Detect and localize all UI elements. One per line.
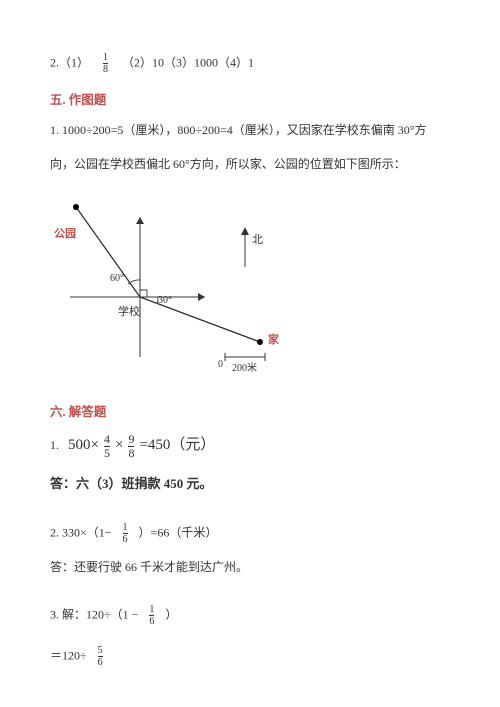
q2-frac: 1 6	[123, 522, 128, 545]
s5-problem-line1: 1. 1000÷200=5（厘米），800÷200=4（厘米），又因家在学校东偏…	[50, 120, 450, 142]
q1-answer: 答：六（3）班捐款 450 元。	[50, 472, 450, 495]
q2-answer: 答：还要行驶 66 千米才能到达广州。	[50, 557, 450, 579]
section6-title: 六. 解答题	[50, 401, 450, 420]
item2-prefix: 2.（1）	[50, 55, 89, 69]
q3-line2: ＝120÷ 5 6	[50, 645, 450, 668]
q3-frac1: 1 6	[149, 604, 154, 627]
label-scale-val: 200米	[232, 359, 257, 374]
item2-frac1: 1 8	[103, 52, 108, 75]
q1-label: 1.	[50, 438, 59, 452]
q2-expr: 2. 330×（1− 1 6 ）=66（千米）	[50, 522, 450, 545]
label-angle30: 30°	[158, 295, 172, 306]
section5-title: 五. 作图题	[50, 89, 450, 108]
q3-line2-prefix: ＝120÷	[50, 648, 87, 662]
q2-prefix: 2. 330×（1−	[50, 525, 112, 539]
label-school: 学校	[118, 303, 140, 319]
q3-frac2: 5 6	[98, 645, 103, 668]
label-scale-zero: 0	[218, 359, 223, 370]
q2-suffix: ）=66（千米）	[139, 525, 218, 539]
q3-prefix: 3. 解：120÷（1 −	[50, 607, 138, 621]
label-home: 家	[268, 331, 279, 347]
label-park: 公园	[54, 225, 76, 241]
q3-line1: 3. 解：120÷（1 − 1 6 ）	[50, 604, 450, 627]
q1-expr: 1. 500× 4 5 × 9 8 =450（元）	[50, 432, 450, 460]
q1-500: 500×	[68, 437, 99, 453]
item2-rest: （2）10（3）1000（4）1	[122, 55, 254, 69]
item-2-line: 2.（1） 1 8 （2）10（3）1000（4）1	[50, 52, 450, 75]
q1-frac2: 9 8	[128, 433, 134, 460]
q1-frac1: 4 5	[104, 433, 110, 460]
direction-figure: 公园 家 学校 北 60° 30° 0 200米	[50, 187, 310, 387]
label-north: 北	[252, 231, 263, 247]
q3-suffix: ）	[165, 607, 177, 621]
q1-times: ×	[115, 437, 123, 453]
figure-svg	[50, 187, 310, 387]
q1-result: =450（元）	[139, 437, 215, 453]
label-angle60: 60°	[110, 273, 124, 284]
s5-problem-line2: 向，公园在学校西偏北 60°方向，所以家、公园的位置如下图所示：	[50, 154, 450, 176]
